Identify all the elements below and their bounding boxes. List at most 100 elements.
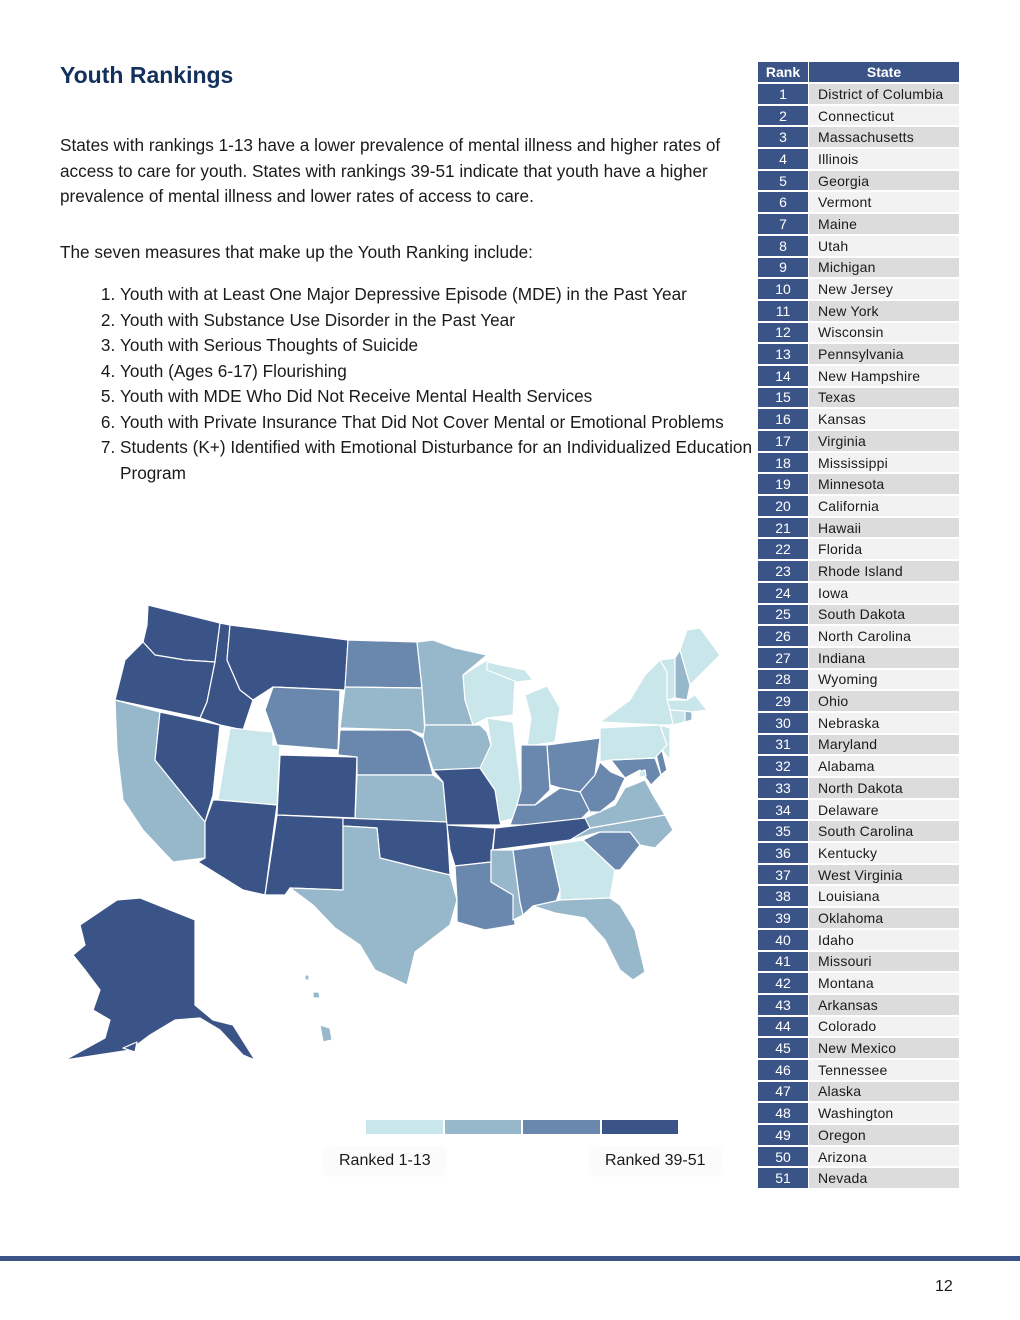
- measure-item: Youth with MDE Who Did Not Receive Menta…: [120, 384, 790, 410]
- table-row: 36 Kentucky: [758, 843, 959, 863]
- rank-cell: 13: [758, 344, 808, 364]
- table-row: 6 Vermont: [758, 192, 959, 213]
- rank-cell: 31: [758, 734, 808, 755]
- table-row: 9 Michigan: [758, 257, 959, 278]
- measures-intro: The seven measures that make up the Yout…: [60, 242, 533, 262]
- table-row: 26 North Carolina: [758, 626, 959, 646]
- table-row: 25 South Dakota: [758, 604, 959, 625]
- rank-cell: 41: [758, 951, 808, 972]
- legend-swatch: [523, 1120, 600, 1134]
- state-arkansas: [446, 824, 496, 867]
- rank-cell: 43: [758, 994, 808, 1015]
- state-cell: South Dakota: [809, 604, 959, 625]
- state-cell: Missouri: [809, 951, 959, 972]
- state-cell: Louisiana: [809, 886, 959, 907]
- state-cell: Massachusetts: [809, 127, 959, 148]
- table-row: 45 New Mexico: [758, 1038, 959, 1058]
- table-row: 22 Florida: [758, 539, 959, 560]
- state-cell: Pennsylvania: [809, 344, 959, 364]
- table-row: 7 Maine: [758, 214, 959, 234]
- state-alaska-island: [122, 1041, 138, 1053]
- rank-cell: 17: [758, 431, 808, 451]
- state-cell: Hawaii: [809, 517, 959, 538]
- rank-cell: 16: [758, 409, 808, 429]
- state-virginia: [584, 779, 666, 829]
- table-row: 24 Iowa: [758, 582, 959, 603]
- state-cell: Oregon: [809, 1125, 959, 1145]
- state-cell: Idaho: [809, 929, 959, 950]
- state-cell: Texas: [809, 387, 959, 408]
- legend-low-label: Ranked 1-13: [325, 1148, 445, 1174]
- legend-swatch: [366, 1120, 443, 1134]
- table-row: 16 Kansas: [758, 409, 959, 429]
- table-row: 31 Maryland: [758, 734, 959, 755]
- rank-cell: 44: [758, 1016, 808, 1037]
- intro-paragraph: States with rankings 1-13 have a lower p…: [60, 135, 721, 206]
- state-cell: District of Columbia: [809, 84, 959, 104]
- rank-cell: 28: [758, 669, 808, 690]
- table-row: 4 Illinois: [758, 149, 959, 169]
- state-cell: Arkansas: [809, 994, 959, 1015]
- rank-cell: 50: [758, 1146, 808, 1167]
- rank-cell: 22: [758, 539, 808, 560]
- table-row: 20 California: [758, 496, 959, 516]
- rank-cell: 2: [758, 105, 808, 126]
- us-choropleth-map: [64, 604, 721, 1061]
- state-district-of-columbia: [638, 769, 647, 778]
- rank-cell: 5: [758, 170, 808, 191]
- state-pennsylvania: [599, 724, 668, 763]
- rank-cell: 4: [758, 149, 808, 169]
- rank-cell: 47: [758, 1081, 808, 1102]
- rank-cell: 33: [758, 778, 808, 798]
- rank-cell: 27: [758, 647, 808, 668]
- rank-cell: 29: [758, 691, 808, 711]
- state-cell: Alaska: [809, 1081, 959, 1102]
- state-maine: [679, 627, 721, 686]
- rank-cell: 10: [758, 279, 808, 299]
- measure-item: Youth with Serious Thoughts of Suicide: [120, 333, 790, 359]
- table-row: 42 Montana: [758, 973, 959, 993]
- state-cell: Nevada: [809, 1168, 959, 1189]
- rank-cell: 40: [758, 929, 808, 950]
- table-row: 38 Louisiana: [758, 886, 959, 907]
- table-row: 46 Tennessee: [758, 1059, 959, 1080]
- table-row: 47 Alaska: [758, 1081, 959, 1102]
- rank-cell: 3: [758, 127, 808, 148]
- table-row: 12 Wisconsin: [758, 322, 959, 343]
- state-kansas: [354, 774, 448, 823]
- rank-cell: 26: [758, 626, 808, 646]
- state-cell: Florida: [809, 539, 959, 560]
- state-nevada: [154, 711, 221, 823]
- rank-table-body: 1 District of Columbia 2 Connecticut 3 Massac…: [758, 84, 959, 1189]
- footer-divider: [0, 1256, 1020, 1261]
- state-arizona: [197, 799, 278, 896]
- state-cell: Iowa: [809, 582, 959, 603]
- rank-cell: 38: [758, 886, 808, 907]
- rank-cell: 19: [758, 474, 808, 495]
- table-row: 19 Minnesota: [758, 474, 959, 495]
- measures-list: Youth with at Least One Major Depressive…: [60, 282, 790, 486]
- rank-cell: 51: [758, 1168, 808, 1189]
- state-cell: North Dakota: [809, 778, 959, 798]
- state-wyoming: [264, 686, 341, 751]
- state-south-dakota: [339, 686, 426, 736]
- table-row: 17 Virginia: [758, 431, 959, 451]
- table-row: 50 Arizona: [758, 1146, 959, 1167]
- table-row: 18 Mississippi: [758, 452, 959, 473]
- rank-cell: 45: [758, 1038, 808, 1058]
- rank-cell: 25: [758, 604, 808, 625]
- state-cell: Mississippi: [809, 452, 959, 473]
- rank-cell: 20: [758, 496, 808, 516]
- rank-cell: 42: [758, 973, 808, 993]
- rank-cell: 23: [758, 561, 808, 581]
- legend-swatch: [444, 1120, 521, 1134]
- state-michigan-lower: [524, 685, 561, 747]
- rank-cell: 18: [758, 452, 808, 473]
- rank-cell: 30: [758, 712, 808, 733]
- table-row: 28 Wyoming: [758, 669, 959, 690]
- state-cell: Maryland: [809, 734, 959, 755]
- state-cell: South Carolina: [809, 821, 959, 842]
- state-cell: New Mexico: [809, 1038, 959, 1058]
- state-connecticut: [669, 709, 686, 726]
- table-row: 44 Colorado: [758, 1016, 959, 1037]
